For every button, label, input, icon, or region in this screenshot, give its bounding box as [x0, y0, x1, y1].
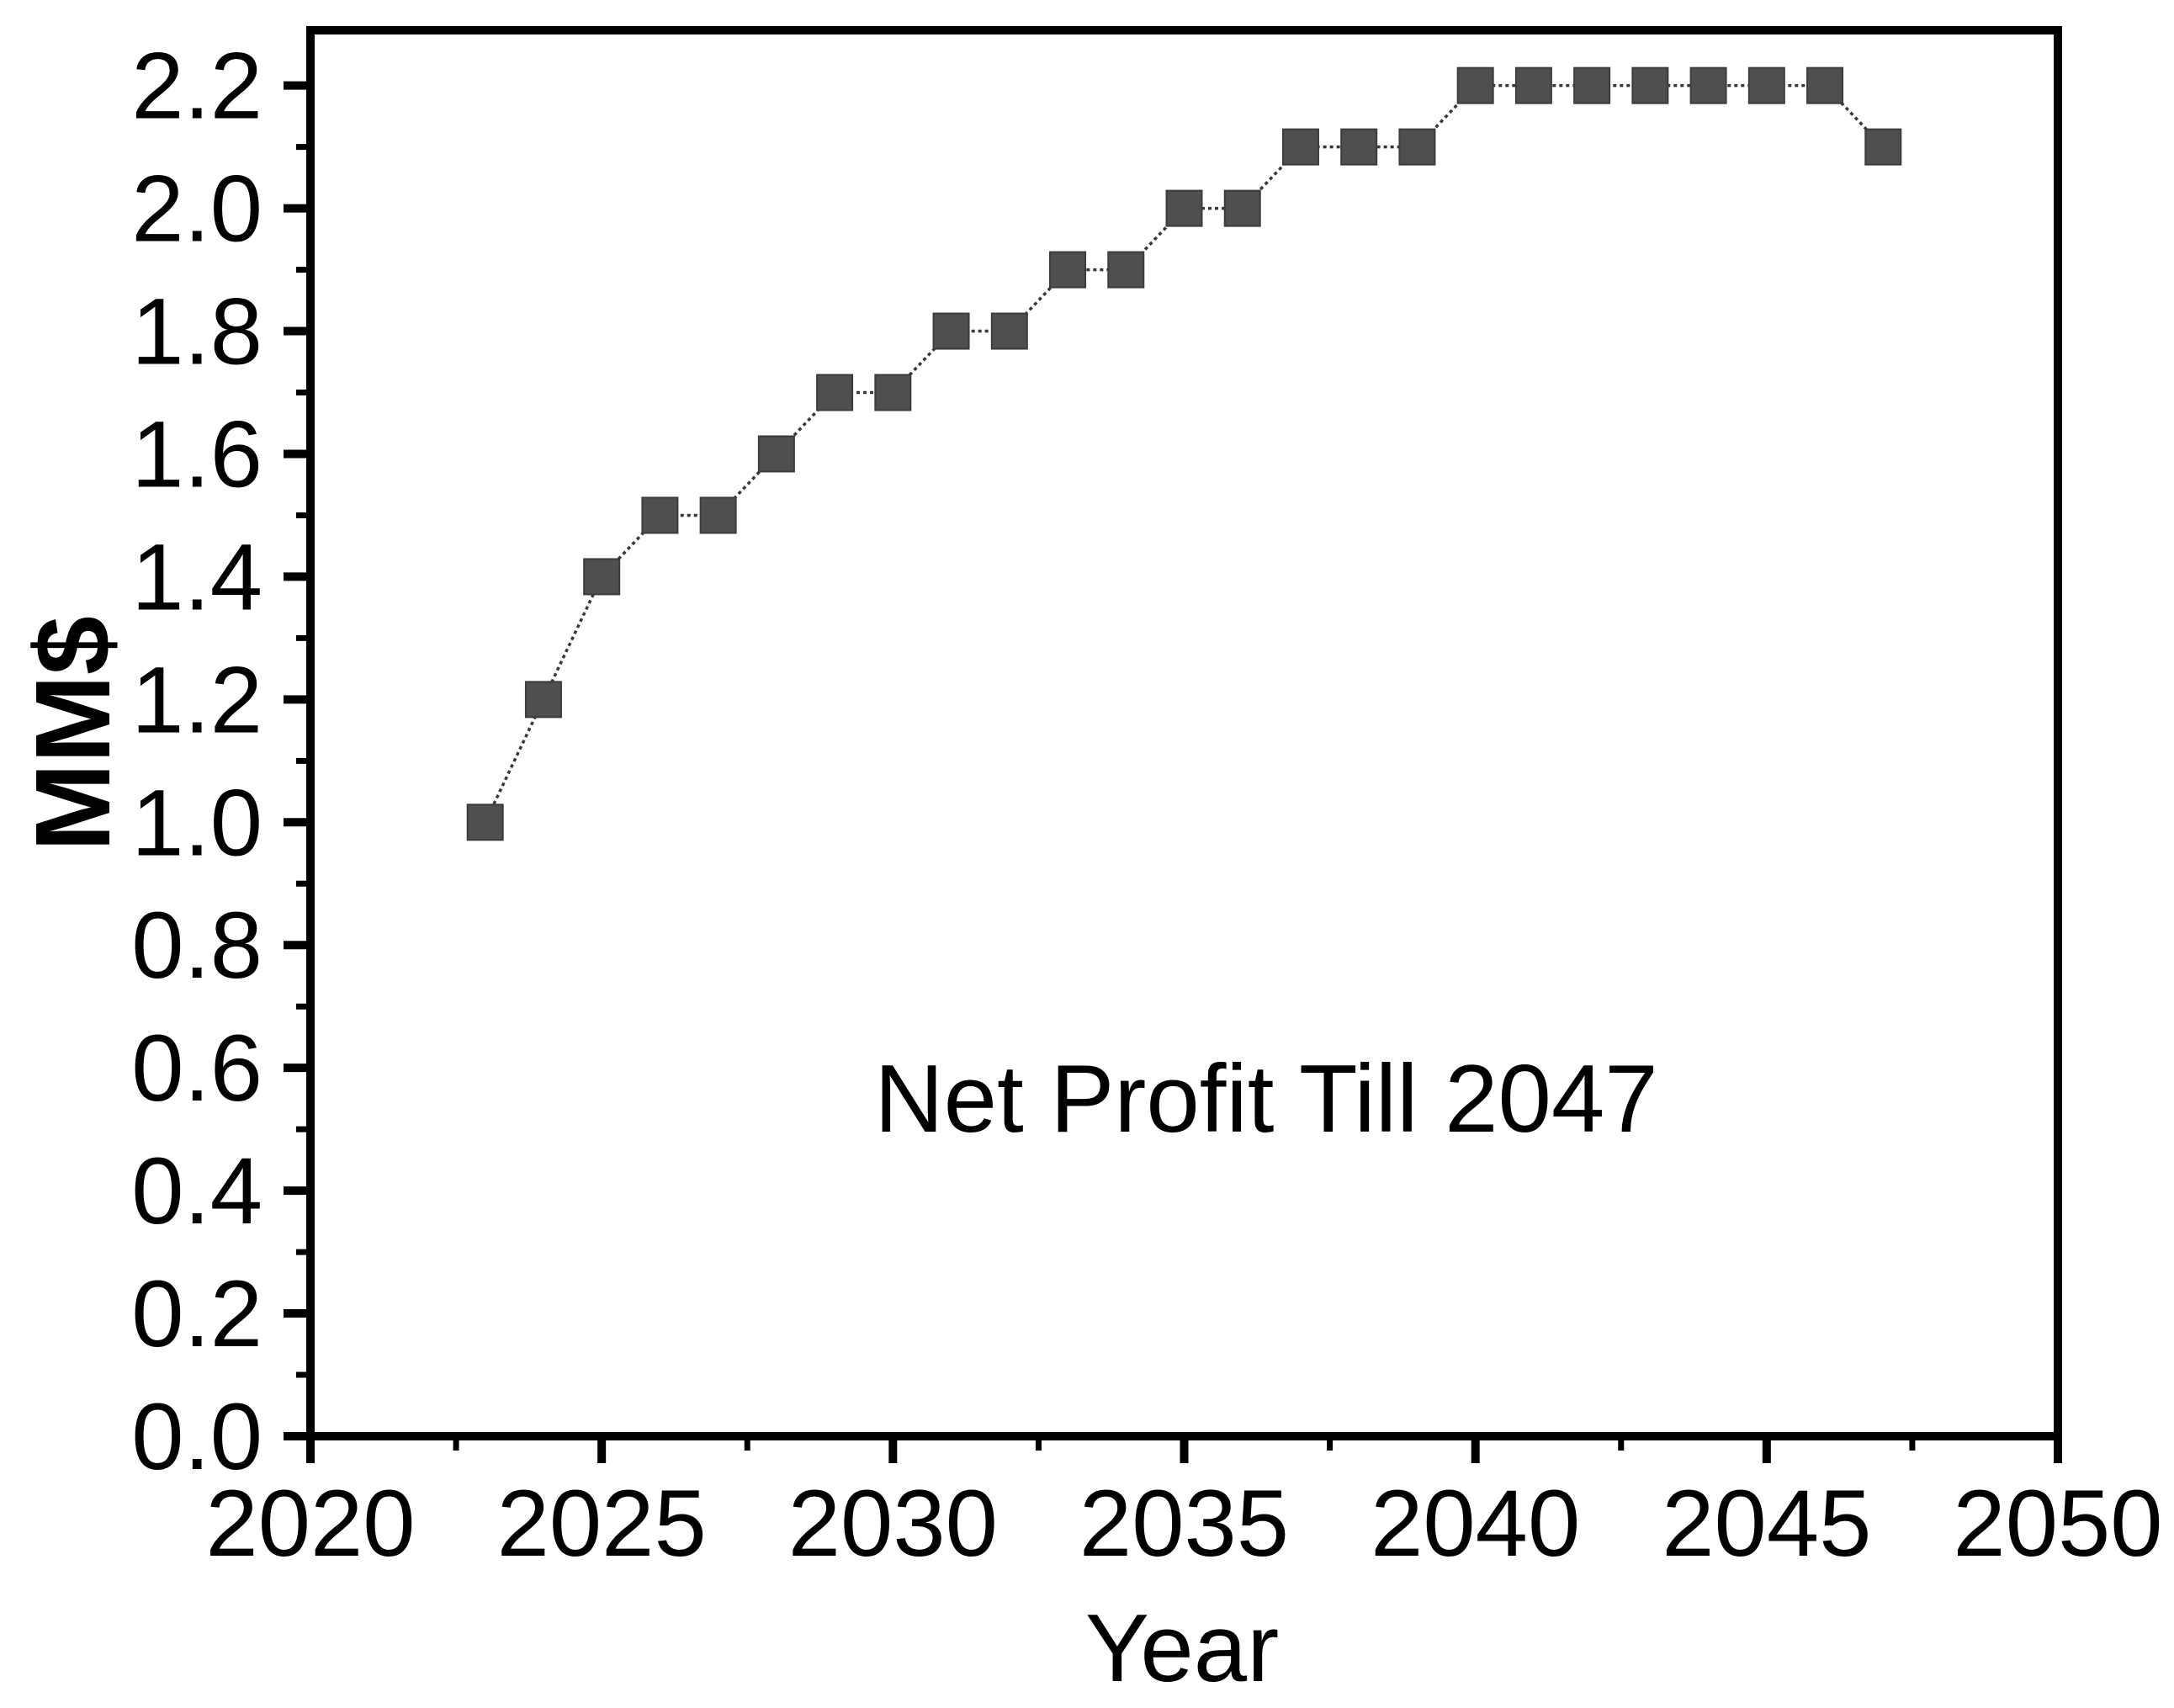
y-tick-label: 0.6: [131, 1016, 262, 1121]
x-tick-label: 2050: [1953, 1471, 2162, 1576]
y-tick-label: 0.2: [131, 1261, 262, 1366]
y-tick-label: 1.2: [131, 647, 262, 752]
data-point-marker: [1223, 189, 1261, 227]
y-tick-label: 2.2: [131, 34, 262, 139]
y-tick-label: 2.0: [131, 156, 262, 262]
data-point-marker: [990, 312, 1028, 350]
y-tick-label: 0.4: [131, 1138, 262, 1244]
x-tick-label: 2035: [1079, 1471, 1289, 1576]
data-point-marker: [1456, 66, 1494, 104]
y-tick-label: 1.8: [131, 279, 262, 385]
data-point-marker: [1165, 189, 1203, 227]
y-tick-label: 1.0: [131, 770, 262, 875]
y-axis-title: MM$: [13, 616, 132, 851]
data-point-marker: [524, 681, 562, 719]
data-point-marker: [816, 374, 854, 411]
data-point-marker: [1631, 66, 1669, 104]
data-point-marker: [932, 312, 970, 350]
data-point-marker: [641, 496, 679, 534]
x-tick-label: 2045: [1662, 1471, 1871, 1576]
x-tick-label: 2025: [497, 1471, 707, 1576]
data-point-marker: [874, 374, 912, 411]
data-point-marker: [1049, 251, 1087, 289]
data-point-marker: [699, 496, 737, 534]
plot-frame: [306, 26, 2062, 1440]
y-tick-label: 1.6: [131, 401, 262, 507]
x-tick-label: 2030: [788, 1471, 998, 1576]
data-point-marker: [583, 558, 621, 596]
y-tick-label: 0.0: [131, 1384, 262, 1489]
data-point-marker: [1107, 251, 1145, 289]
data-point-marker: [1398, 128, 1436, 166]
data-point-marker: [1806, 66, 1844, 104]
data-point-marker: [1864, 128, 1902, 166]
data-point-marker: [1281, 128, 1319, 166]
data-point-marker: [1573, 66, 1611, 104]
data-point-marker: [1747, 66, 1785, 104]
chart-annotation: Net Profit Till 2047: [874, 1046, 1657, 1153]
data-point-marker: [1689, 66, 1727, 104]
data-point-marker: [1514, 66, 1552, 104]
data-point-marker: [1340, 128, 1378, 166]
plot-area: 2020 2025 2030 2035 2040 2045 2050 0.0 0.2 0.4 0.6…: [131, 26, 2163, 1576]
data-point-marker: [757, 435, 795, 473]
x-tick-label: 2040: [1371, 1471, 1580, 1576]
data-point-marker: [466, 804, 504, 841]
y-tick-label: 1.4: [131, 524, 262, 629]
x-tick-label: 2020: [205, 1471, 415, 1576]
x-axis-title: Year: [1085, 1595, 1279, 1702]
y-tick-label: 0.8: [131, 893, 262, 998]
